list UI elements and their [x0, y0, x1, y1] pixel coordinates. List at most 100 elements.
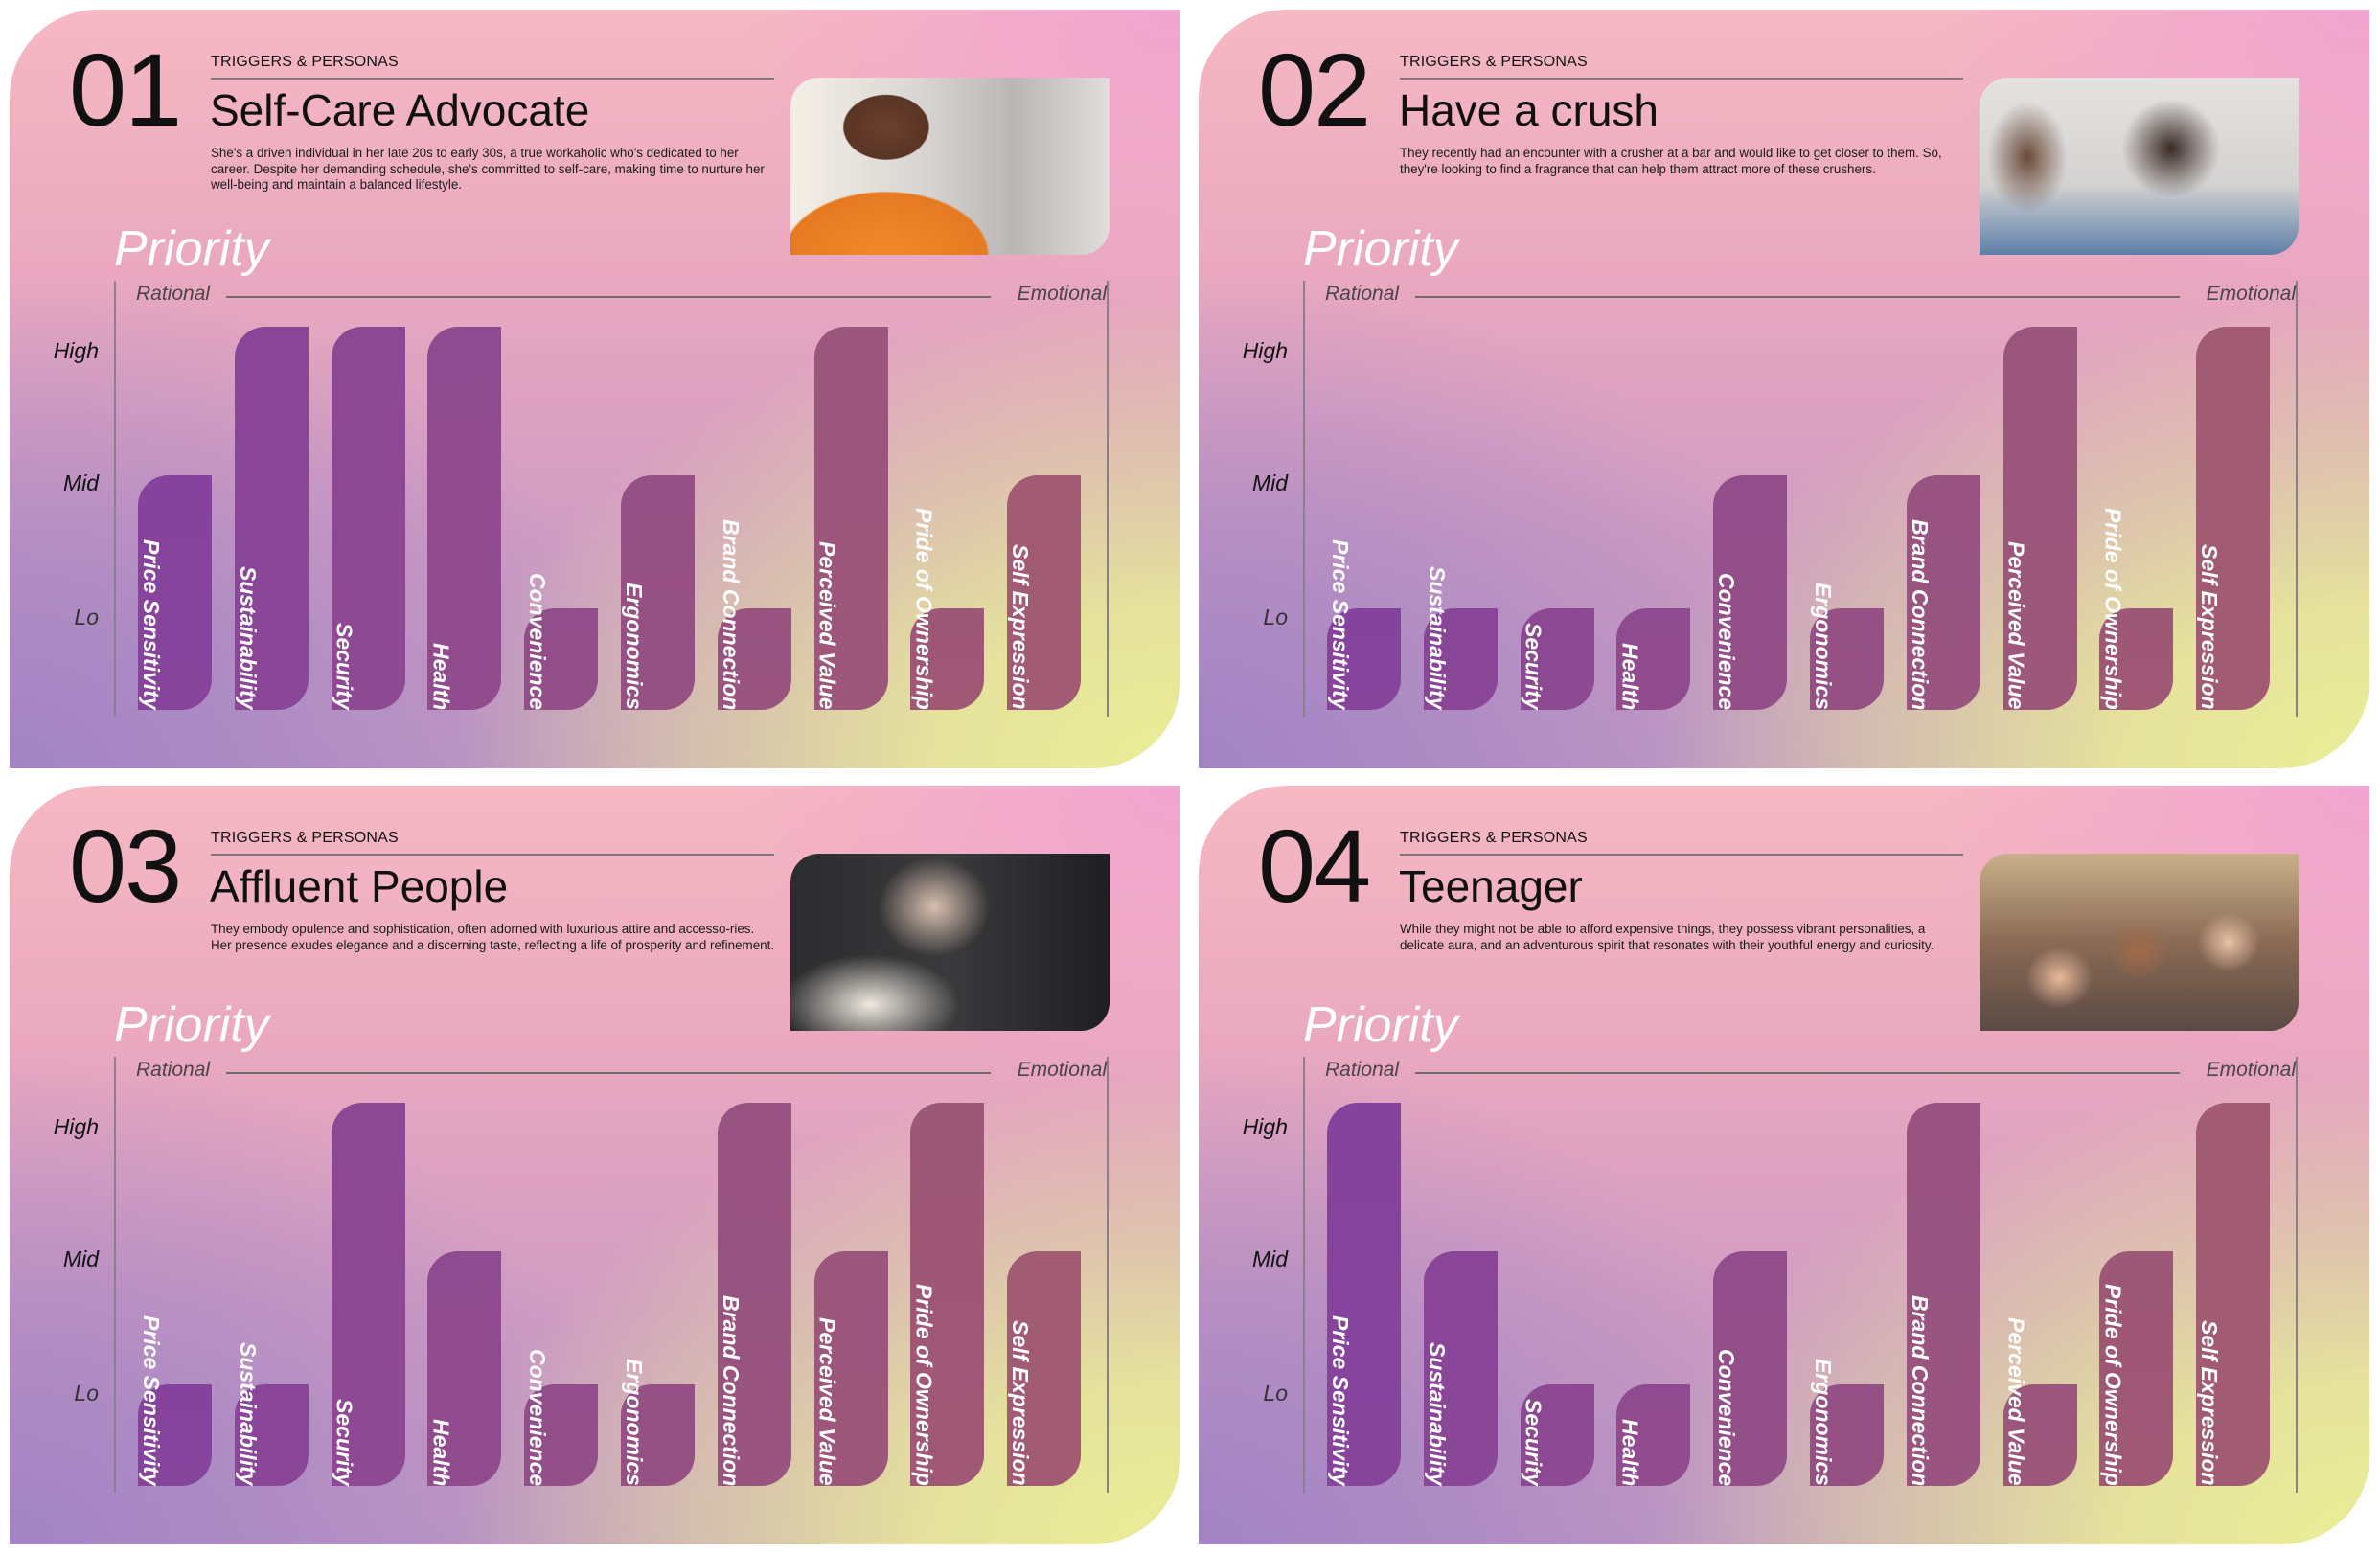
bar-label: Price Sensitivity: [139, 1315, 164, 1486]
right-axis: [2296, 281, 2298, 717]
rational-label: Rational: [1325, 1059, 1400, 1081]
bar: [1327, 1103, 1401, 1486]
bar-label: Self Expression: [1008, 1320, 1034, 1486]
rational-emotional-line: [226, 296, 991, 298]
bar-label: Pride of Ownership: [911, 508, 937, 710]
section-eyebrow: TRIGGERS & PERSONAS: [211, 830, 399, 846]
bar-label: Sustainability: [1424, 566, 1450, 710]
bar-label: Sustainability: [235, 1342, 261, 1486]
y-tick-label: Mid: [1251, 1246, 1288, 1271]
bar: [1906, 1103, 1980, 1486]
bar: [138, 1384, 212, 1486]
bar: [1007, 1251, 1082, 1486]
bar-label: Sustainability: [1424, 1342, 1450, 1486]
bar-label: Convenience: [1714, 1348, 1740, 1486]
y-tick-label: High: [1242, 1114, 1288, 1139]
bar-label: Perceived Value: [2003, 1317, 2029, 1486]
bar-label: Ergonomics: [1811, 1359, 1836, 1486]
bar: [2196, 327, 2271, 710]
persona-title: Affluent People: [210, 861, 509, 911]
bar-label: Security: [332, 623, 357, 710]
bar-label: Perceived Value: [814, 1317, 840, 1486]
chart-title: Priority: [1303, 221, 1458, 277]
bar: [1520, 608, 1594, 710]
bar-label: Perceived Value: [814, 541, 840, 710]
rational-emotional-line: [226, 1072, 991, 1074]
bar: [138, 475, 212, 710]
bar: [1007, 475, 1082, 710]
bar: [813, 327, 888, 710]
bar-label: Health: [1617, 1418, 1643, 1486]
rational-label: Rational: [136, 283, 211, 305]
rational-label: Rational: [136, 1059, 211, 1081]
bar: [1327, 608, 1401, 710]
bar-label: Pride of Ownership: [2100, 508, 2126, 710]
bar: [234, 1384, 309, 1486]
bar: [1810, 1384, 1884, 1486]
bar-label: Health: [428, 1418, 454, 1486]
y-tick-label: Mid: [62, 1246, 99, 1271]
bar: [331, 1103, 405, 1486]
bar-label: Self Expression: [2197, 1320, 2223, 1486]
persona-photo: [1980, 854, 2299, 1031]
bar: [1713, 1251, 1788, 1486]
section-eyebrow: TRIGGERS & PERSONAS: [1400, 830, 1588, 846]
y-tick-label: High: [53, 338, 99, 363]
persona-title: Have a crush: [1399, 85, 1659, 135]
bar: [2002, 1384, 2077, 1486]
persona-card: 01 TRIGGERS & PERSONAS Self-Care Advocate S…: [10, 10, 1180, 768]
y-tick-label: Lo: [74, 605, 99, 629]
bar-label: Brand Connection: [718, 1294, 744, 1486]
persona-photo: [790, 854, 1110, 1031]
emotional-label: Emotional: [1017, 283, 1107, 305]
persona-number: 02: [1258, 32, 1371, 148]
bar-label: Convenience: [525, 572, 551, 710]
rational-emotional-line: [1415, 296, 2180, 298]
y-axis: [1303, 1057, 1305, 1493]
bar: [524, 608, 599, 710]
bar-label: Perceived Value: [2003, 541, 2029, 710]
bar: [2099, 1251, 2174, 1486]
bar: [910, 1103, 985, 1486]
bar: [524, 1384, 599, 1486]
divider: [1400, 78, 1963, 80]
bar: [427, 327, 502, 710]
y-tick-label: Mid: [62, 470, 99, 495]
section-eyebrow: TRIGGERS & PERSONAS: [1400, 54, 1588, 70]
y-tick-label: Lo: [74, 1381, 99, 1405]
persona-number: 04: [1258, 808, 1371, 924]
chart-title: Priority: [114, 221, 269, 277]
bar-label: Health: [428, 642, 454, 710]
y-tick-label: High: [1242, 338, 1288, 363]
bar: [1713, 475, 1788, 710]
bar-label: Self Expression: [2197, 544, 2223, 710]
persona-number: 03: [69, 808, 182, 924]
section-eyebrow: TRIGGERS & PERSONAS: [211, 54, 399, 70]
bar-label: Brand Connection: [718, 518, 744, 710]
persona-card: 04 TRIGGERS & PERSONAS Teenager While they …: [1199, 786, 2369, 1544]
chart-title: Priority: [1303, 997, 1458, 1053]
bar-label: Price Sensitivity: [1328, 539, 1353, 710]
persona-card: 03 TRIGGERS & PERSONAS Affluent People They…: [10, 786, 1180, 1544]
bar-label: Brand Connection: [1907, 1294, 1933, 1486]
y-tick-label: Lo: [1263, 605, 1288, 629]
bar-label: Convenience: [1714, 572, 1740, 710]
bar-label: Convenience: [525, 1348, 551, 1486]
right-axis: [2296, 1057, 2298, 1493]
y-axis: [114, 281, 116, 717]
emotional-label: Emotional: [2206, 283, 2296, 305]
bar-label: Price Sensitivity: [1328, 1315, 1353, 1486]
bar: [1423, 1251, 1498, 1486]
bar: [717, 1103, 791, 1486]
emotional-label: Emotional: [2206, 1059, 2296, 1081]
bar: [2002, 327, 2077, 710]
divider: [211, 854, 774, 856]
emotional-label: Emotional: [1017, 1059, 1107, 1081]
persona-photo: [1980, 78, 2299, 255]
bar: [621, 1384, 695, 1486]
bar: [717, 608, 791, 710]
persona-title: Self-Care Advocate: [210, 85, 590, 135]
bar: [1616, 608, 1691, 710]
y-tick-label: Lo: [1263, 1381, 1288, 1405]
rational-emotional-line: [1415, 1072, 2180, 1074]
